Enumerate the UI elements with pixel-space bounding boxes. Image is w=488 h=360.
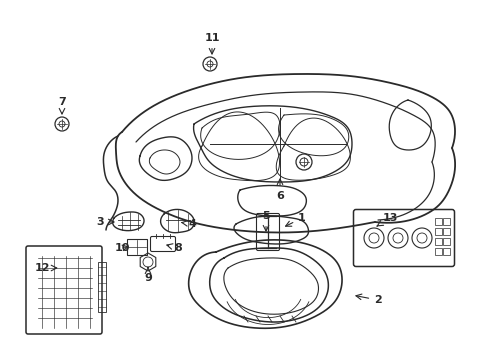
Text: 13: 13	[376, 213, 397, 226]
Bar	[442, 228, 449, 235]
Bar	[434, 248, 441, 255]
Bar	[442, 238, 449, 245]
Text: 8: 8	[166, 243, 182, 253]
Text: 3: 3	[96, 217, 114, 227]
Text: 11: 11	[204, 33, 219, 54]
Bar	[434, 218, 441, 225]
Bar	[442, 248, 449, 255]
Text: 4: 4	[182, 219, 196, 229]
Text: 7: 7	[58, 97, 66, 114]
Bar	[434, 228, 441, 235]
Text: 6: 6	[276, 179, 284, 201]
Text: 9: 9	[144, 267, 152, 283]
Text: 10: 10	[114, 243, 129, 253]
Bar	[442, 218, 449, 225]
Text: 5: 5	[262, 211, 269, 231]
Bar	[98, 262, 106, 312]
Text: 2: 2	[355, 294, 381, 305]
Text: 1: 1	[285, 213, 305, 226]
Text: 12: 12	[34, 263, 57, 273]
Bar	[434, 238, 441, 245]
